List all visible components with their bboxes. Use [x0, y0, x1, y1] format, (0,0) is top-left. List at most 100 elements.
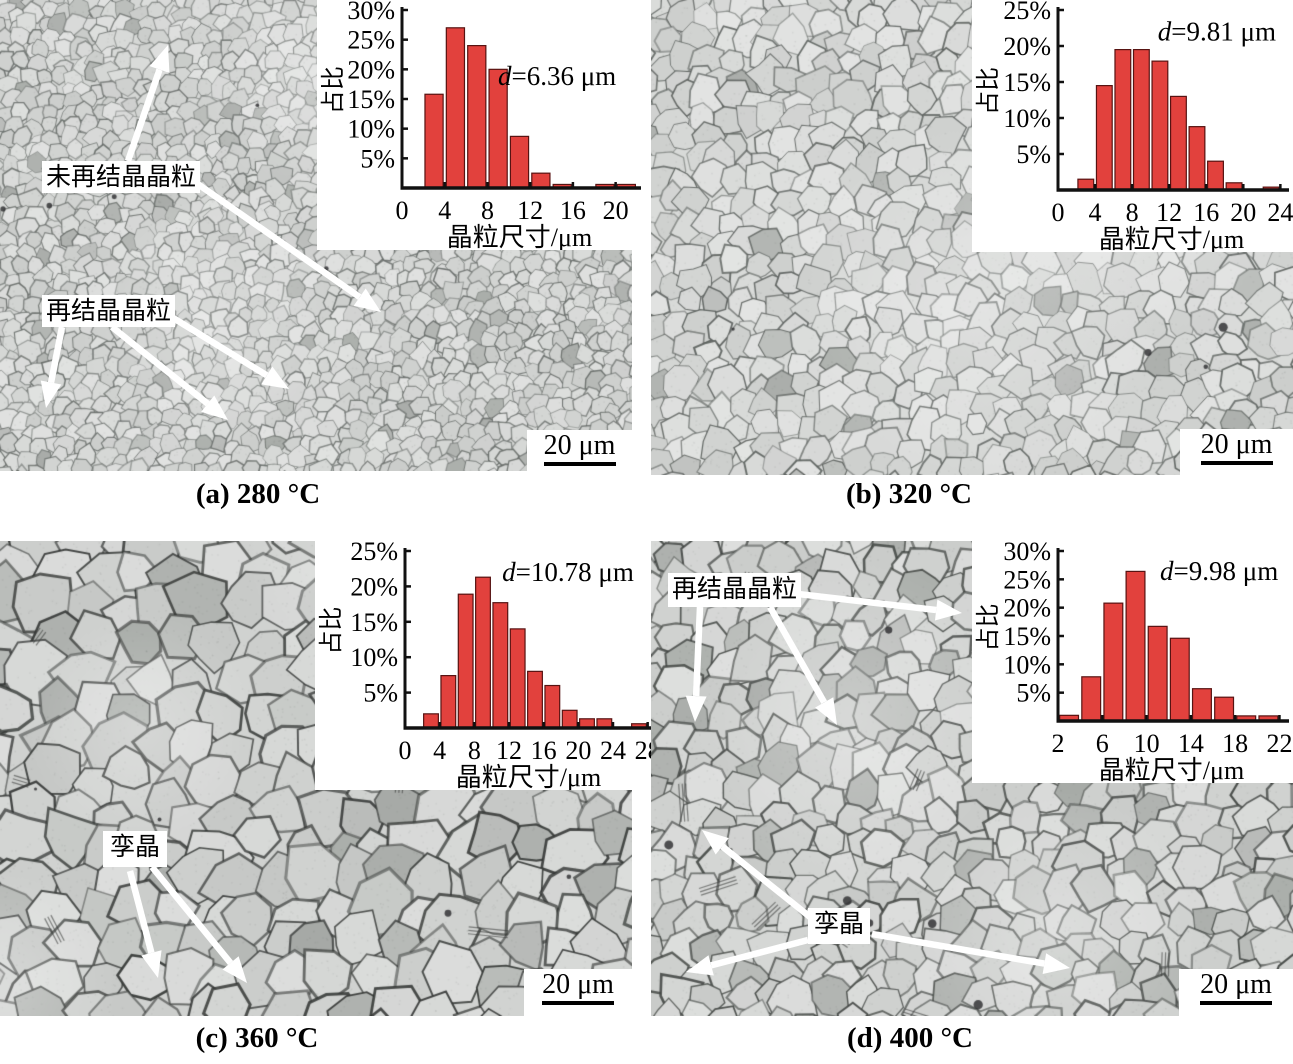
- hist-xtick-label: 2: [1052, 729, 1065, 758]
- hist-bar: [492, 602, 509, 729]
- hist-bar: [561, 709, 578, 729]
- scale-bar-line: [1200, 461, 1273, 466]
- hist-xtick-label: 12: [517, 196, 543, 225]
- hist-bar: [509, 135, 530, 189]
- hist-xlabel: 晶粒尺寸/μm: [1099, 756, 1244, 783]
- hist-bar: [509, 628, 526, 729]
- hist-bar: [1095, 84, 1113, 191]
- hist-bar: [527, 670, 543, 729]
- hist-bar: [1114, 48, 1132, 191]
- hist-xlabel: 晶粒尺寸/μm: [456, 763, 601, 790]
- hist-xtick-label: 4: [1089, 198, 1102, 227]
- hist-bar: [1081, 676, 1102, 722]
- hist-ytick-label: 20%: [1003, 32, 1051, 61]
- panel-caption-d: (d) 400 °C: [847, 1022, 973, 1054]
- histogram-panel-a: 5%10%15%20%25%30% 0 4 8 12 16 20 晶粒尺寸/μm 占比 d=6.3…: [320, 0, 641, 250]
- scale-bar-a: 20 μm: [527, 430, 632, 471]
- hist-xtick-label: 4: [433, 736, 446, 765]
- hist-bar: [1132, 48, 1150, 191]
- hist-ytick-label: 10%: [350, 643, 398, 672]
- hist-xtick-label: 6: [1096, 729, 1109, 758]
- hist-ytick-label: 5%: [363, 679, 398, 708]
- hist-ytick-label: 15%: [1003, 622, 1051, 651]
- hist-xtick-label: 20: [565, 736, 591, 765]
- histogram-panel-d: 5%10%15%20%25%30% 2 6 10 14 18 22 晶粒尺寸/μm 占比 d=9.…: [975, 541, 1292, 783]
- panel-caption-a: (a) 280 °C: [195, 478, 321, 510]
- panel-caption-b: (b) 320 °C: [846, 478, 972, 510]
- histogram-panel-b: 5% 10% 15% 20% 25% 0 4 8 12 16 20 24 晶粒尺寸/μm 占比 d=9.81…: [975, 0, 1293, 252]
- hist-bar: [1214, 696, 1235, 722]
- hist-ytick-label: 20%: [1003, 594, 1051, 623]
- hist-ytick-label: 25%: [1003, 0, 1051, 25]
- hist-mean-label: d=9.98 μm: [1160, 556, 1278, 586]
- annotation-label: 孪晶: [808, 908, 870, 944]
- hist-xtick-label: 8: [1126, 198, 1139, 227]
- hist-xtick-label: 22: [1266, 729, 1292, 758]
- hist-bar: [475, 576, 491, 729]
- hist-ytick-label: 10%: [347, 115, 395, 144]
- hist-xtick-label: 0: [396, 196, 409, 225]
- histogram-inset-d: 5% 10% 15% 20% 25% 30% 2 6 10 14 18 22 晶粒尺寸/μm 占比 d=9.…: [972, 541, 1293, 783]
- hist-bar: [440, 675, 457, 729]
- hist-bar: [1188, 126, 1206, 191]
- panel-b: 5% 10% 15% 20% 25% 0 4 8 12 16 20 24 晶粒尺寸/μm 占比 d=9.81…: [651, 0, 1293, 475]
- hist-xtick-label: 16: [560, 196, 586, 225]
- scale-bar-line: [543, 462, 616, 467]
- annotation-label: 再结晶晶粒: [668, 573, 802, 607]
- hist-xtick-label: 14: [1178, 729, 1204, 758]
- hist-ylabel: 占比: [320, 66, 347, 114]
- hist-ytick-label: 5%: [1016, 140, 1051, 169]
- hist-xlabel: 晶粒尺寸/μm: [447, 223, 592, 250]
- hist-xtick-label: 12: [496, 736, 522, 765]
- hist-bar: [531, 172, 551, 189]
- hist-bar: [1169, 637, 1190, 722]
- hist-mean-label: d=10.78 μm: [502, 557, 634, 587]
- panel-a: 未再结晶晶粒 再结晶晶粒 5% 10% 15% 20% 25% 30% 0 4 8 12 16 20 晶粒尺…: [0, 0, 645, 471]
- hist-ytick-label: 25%: [350, 541, 398, 566]
- scale-bar-text: 20 μm: [1200, 969, 1272, 1000]
- scale-bar-d: 20 μm: [1179, 969, 1293, 1016]
- hist-bar: [424, 93, 444, 189]
- histogram-inset-a: 5% 10% 15% 20% 25% 30% 0 4 8 12 16 20 晶粒尺寸/μm 占比 d=6.3…: [317, 0, 645, 250]
- hist-xtick-label: 20: [603, 196, 629, 225]
- hist-bar: [1169, 95, 1187, 191]
- hist-ytick-label: 25%: [347, 26, 395, 55]
- hist-ytick-label: 20%: [350, 572, 398, 601]
- hist-xtick-label: 16: [531, 736, 557, 765]
- annotation-label: 未再结晶晶粒: [42, 161, 201, 193]
- panel-d: 再结晶晶粒 孪晶 5% 10% 15% 20% 25% 30% 2 6 10 14 18 22 晶粒尺寸/μ…: [651, 541, 1293, 1016]
- hist-xtick-label: 4: [438, 196, 451, 225]
- hist-xtick-label: 16: [1193, 198, 1219, 227]
- scale-bar-text: 20 μm: [542, 969, 614, 1000]
- hist-xtick-label: 24: [600, 736, 626, 765]
- hist-ytick-label: 5%: [1016, 679, 1051, 708]
- hist-ytick-label: 30%: [1003, 541, 1051, 566]
- hist-xtick-label: 10: [1134, 729, 1160, 758]
- hist-bar: [1191, 688, 1212, 722]
- hist-mean-label: d=6.36 μm: [498, 61, 616, 91]
- hist-ytick-label: 30%: [347, 0, 395, 25]
- hist-ytick-label: 20%: [347, 55, 395, 84]
- hist-ytick-label: 10%: [1003, 650, 1051, 679]
- scale-bar-line: [542, 1001, 614, 1006]
- histogram-inset-b: 5% 10% 15% 20% 25% 0 4 8 12 16 20 24 晶粒尺寸/μm 占比 d=9.81…: [972, 0, 1293, 252]
- hist-ylabel: 占比: [975, 67, 1002, 115]
- hist-bar: [423, 713, 439, 729]
- scale-bar-line: [1200, 1001, 1272, 1006]
- hist-ytick-label: 10%: [1003, 104, 1051, 133]
- hist-xtick-label: 24: [1267, 198, 1293, 227]
- hist-ytick-label: 5%: [360, 144, 395, 173]
- hist-bar: [445, 27, 466, 189]
- hist-xlabel: 晶粒尺寸/μm: [1099, 225, 1244, 252]
- hist-ylabel: 占比: [318, 607, 345, 655]
- hist-bar: [544, 684, 561, 729]
- hist-xtick-label: 0: [1052, 198, 1065, 227]
- hist-ylabel: 占比: [975, 604, 1002, 652]
- hist-xtick-label: 8: [481, 196, 494, 225]
- hist-ytick-label: 15%: [1003, 68, 1051, 97]
- panel-caption-c: (c) 360 °C: [195, 1022, 319, 1054]
- hist-bar: [457, 593, 474, 729]
- hist-bar: [1147, 625, 1168, 722]
- scale-bar-text: 20 μm: [543, 430, 616, 461]
